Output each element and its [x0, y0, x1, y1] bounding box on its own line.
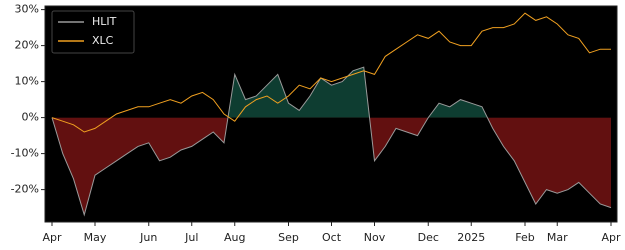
- x-tick-label: 2025: [457, 231, 485, 244]
- legend: HLIT XLC: [51, 10, 135, 54]
- legend-label: HLIT: [92, 15, 117, 28]
- positive-area: [227, 67, 488, 118]
- x-tick-label: Jul: [184, 231, 198, 244]
- x-tick-label: Oct: [322, 231, 342, 244]
- x-tick-label: Feb: [515, 231, 534, 244]
- x-tick-label: Aug: [224, 231, 245, 244]
- series-line: [51, 12, 611, 133]
- x-tick-label: May: [84, 231, 107, 244]
- x-tick-label: Dec: [418, 231, 439, 244]
- y-tick-label: 0%: [22, 111, 39, 124]
- x-tick-label: Apr: [42, 231, 62, 244]
- y-tick-label: -10%: [11, 147, 39, 160]
- negative-area: [52, 117, 611, 215]
- series-line: [51, 66, 612, 217]
- x-tick-label: Mar: [547, 231, 568, 244]
- x-tick-label: Apr: [601, 231, 621, 244]
- y-tick-label: -20%: [11, 183, 39, 196]
- y-tick-label: 10%: [15, 75, 39, 88]
- x-tick-label: Sep: [278, 231, 299, 244]
- plot-frame: [44, 5, 618, 223]
- y-tick-label: 30%: [15, 3, 39, 16]
- x-tick-label: Nov: [364, 231, 386, 244]
- legend-label: XLC: [92, 34, 114, 47]
- y-tick-label: 20%: [15, 39, 39, 52]
- x-tick-label: Jun: [139, 231, 157, 244]
